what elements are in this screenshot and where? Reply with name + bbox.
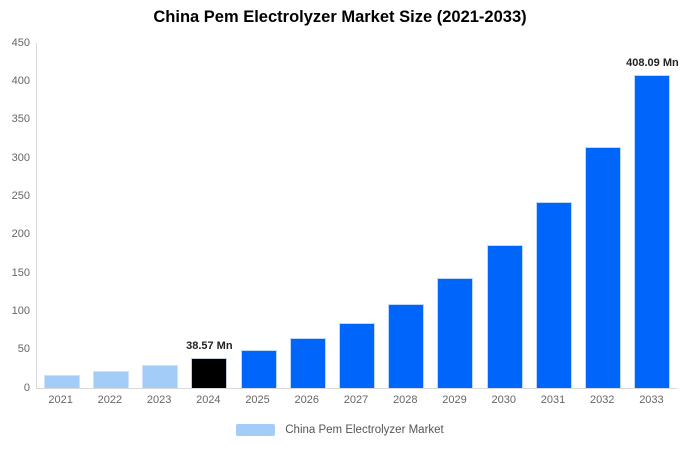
y-axis-label: 100: [11, 304, 30, 317]
y-axis-label: 150: [11, 266, 30, 279]
legend-swatch: [236, 424, 276, 436]
y-axis-label: 0: [23, 381, 30, 394]
bar-slot: 38.57 Mn: [185, 43, 234, 388]
y-axis-label: 450: [11, 36, 30, 49]
bar-slot: [332, 43, 381, 388]
bar-slot: [529, 43, 578, 388]
x-axis-label: 2028: [393, 394, 418, 406]
bar-slot: [283, 43, 332, 388]
bar-2033: [634, 75, 671, 388]
y-axis-label: 300: [11, 151, 30, 164]
x-axis-label: 2032: [589, 394, 615, 406]
bars-row: 38.57 Mn 408.09 Mn: [37, 43, 679, 388]
bar-2024: [191, 358, 228, 388]
bar-2030: [486, 245, 523, 388]
bar-2032: [585, 146, 622, 388]
bar-slot: 408.09 Mn: [626, 43, 679, 388]
y-axis: 0 50 100 150 200 250 300 350 400 450: [0, 37, 30, 393]
bar-slot: [86, 43, 135, 388]
bar-slot: [234, 43, 283, 388]
plot-area: 38.57 Mn 408.09 Mn: [36, 43, 679, 389]
x-axis-label: 2023: [146, 394, 172, 406]
y-axis-label: 350: [11, 113, 30, 126]
x-axis-label: 2026: [294, 394, 320, 406]
x-axis: 2021 2022 2023 2024 2025 2026 2027 2028 2029 2030…: [36, 394, 676, 406]
bar-2022: [92, 370, 129, 388]
bar-value-label: 408.09 Mn: [626, 57, 679, 70]
x-axis-label: 2030: [491, 394, 516, 406]
bar-2025: [240, 349, 277, 388]
bar-2027: [339, 323, 376, 388]
bar-2031: [535, 202, 572, 388]
legend: China Pem Electrolyzer Market: [0, 424, 680, 436]
bar-slot: [135, 43, 184, 388]
y-axis-label: 400: [11, 74, 30, 87]
x-axis-label: 2024: [196, 394, 221, 406]
bar-2028: [388, 303, 425, 388]
bar-slot: [382, 43, 431, 388]
chart-title: China Pem Electrolyzer Market Size (2021…: [153, 8, 527, 26]
y-axis-label: 250: [11, 189, 30, 202]
x-axis-label: 2022: [97, 394, 123, 406]
bar-2029: [437, 278, 474, 388]
bar-slot: [579, 43, 628, 388]
bar-2021: [43, 374, 80, 388]
x-axis-label: 2029: [442, 394, 467, 406]
x-axis-label: 2033: [639, 394, 664, 406]
x-axis-label: 2027: [343, 394, 369, 406]
bar-value-label: 38.57 Mn: [186, 340, 233, 353]
x-axis-label: 2021: [48, 394, 73, 406]
bar-slot: [431, 43, 480, 388]
y-axis-label: 200: [11, 228, 30, 241]
x-axis-label: 2025: [245, 394, 270, 406]
bar-slot: [480, 43, 529, 388]
x-axis-label: 2031: [540, 394, 566, 406]
legend-label: China Pem Electrolyzer Market: [285, 424, 444, 436]
y-axis-label: 50: [17, 343, 30, 356]
bar-2026: [289, 338, 326, 388]
bar-2023: [142, 365, 179, 388]
bar-slot: [37, 43, 86, 388]
